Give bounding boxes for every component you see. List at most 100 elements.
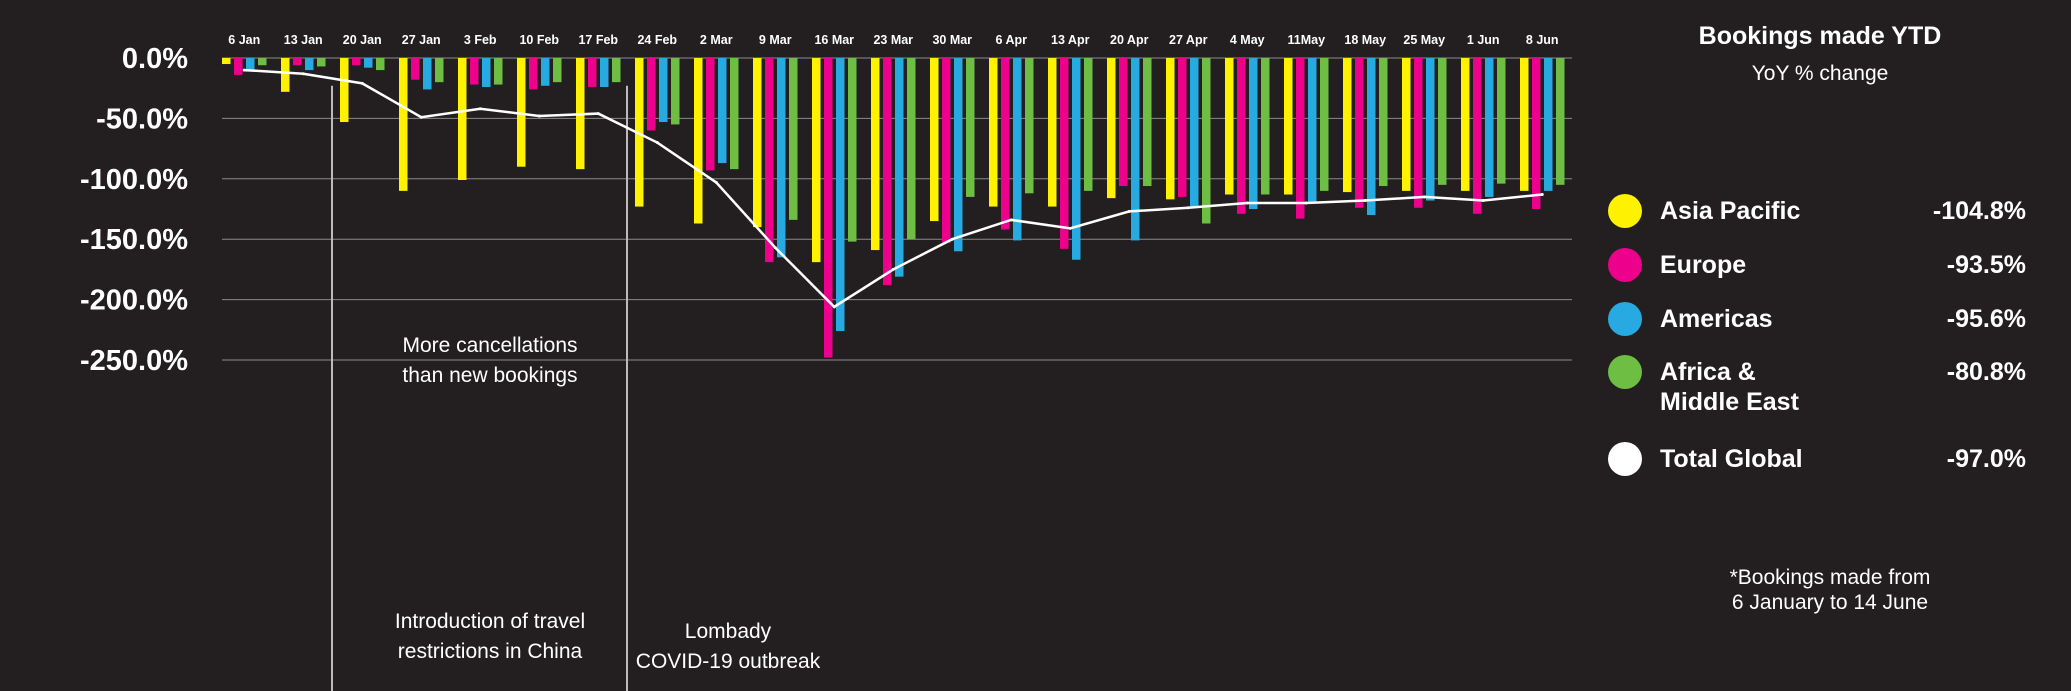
x-tick-label: 30 Mar: [932, 33, 972, 47]
line-point: [1068, 226, 1072, 230]
legend-value: -93.5%: [1946, 251, 2026, 279]
legend-swatch: [1608, 248, 1642, 282]
line-point: [1245, 201, 1249, 205]
x-tick-label: 6 Jan: [228, 33, 260, 47]
bar: [1355, 58, 1364, 208]
bar: [1072, 58, 1081, 260]
bar: [399, 58, 408, 191]
bar: [647, 58, 656, 131]
x-tick-label: 25 May: [1403, 33, 1445, 47]
bar: [588, 58, 597, 87]
line-point: [1363, 199, 1367, 203]
bar: [942, 58, 951, 243]
line-point: [832, 305, 836, 309]
bar: [281, 58, 290, 92]
annotation: Introduction of travel restrictions in Ch…: [395, 610, 585, 663]
line-point: [419, 115, 423, 119]
bar: [954, 58, 963, 252]
legend-value: -97.0%: [1946, 445, 2026, 473]
y-tick-label: -200.0%: [80, 285, 188, 317]
bar: [494, 58, 503, 85]
x-tick-label: 1 Jun: [1467, 33, 1500, 47]
x-tick-label: 3 Feb: [464, 33, 497, 47]
bar: [1249, 58, 1258, 209]
footnote: *Bookings made from 6 January to 14 June: [1729, 566, 1931, 614]
bar: [1048, 58, 1057, 207]
bar: [529, 58, 538, 90]
x-tick-label: 17 Feb: [578, 33, 618, 47]
bar: [895, 58, 904, 277]
line-point: [596, 112, 600, 116]
bar: [930, 58, 939, 222]
bar: [989, 58, 998, 207]
x-tick-label: 13 Jan: [284, 33, 323, 47]
legend-panel: Bookings made YTD YoY % change Asia Paci…: [1600, 0, 2050, 691]
bar: [1202, 58, 1211, 224]
x-tick-label: 24 Feb: [637, 33, 677, 47]
bar: [1119, 58, 1128, 187]
annotation: More cancellations than new bookings: [402, 334, 577, 387]
line-point: [1009, 218, 1013, 222]
bar: [1485, 58, 1494, 197]
bar: [1025, 58, 1034, 194]
bar: [1544, 58, 1553, 191]
chart-subtitle: YoY % change: [1751, 62, 1889, 85]
y-tick-label: 0.0%: [122, 43, 188, 75]
bar: [458, 58, 467, 181]
bar: [871, 58, 880, 251]
bar: [517, 58, 526, 167]
bar: [1237, 58, 1246, 214]
line-point: [1186, 206, 1190, 210]
bar: [1520, 58, 1529, 191]
x-tick-label: 20 Jan: [343, 33, 382, 47]
line-point: [773, 246, 777, 250]
bar: [246, 58, 255, 71]
legend-label: Total Global: [1660, 445, 1803, 473]
bar: [364, 58, 373, 68]
bar: [659, 58, 668, 123]
x-tick-label: 18 May: [1344, 33, 1386, 47]
bar: [222, 58, 231, 65]
bar: [671, 58, 680, 125]
bar: [340, 58, 349, 123]
bar: [1379, 58, 1388, 187]
line-point: [714, 180, 718, 184]
bar: [635, 58, 644, 207]
x-tick-label: 6 Apr: [996, 33, 1028, 47]
annotation: Lombady COVID-19 outbreak: [636, 620, 821, 673]
line-point: [301, 72, 305, 76]
bar: [482, 58, 491, 87]
x-tick-label: 4 May: [1230, 33, 1265, 47]
bar: [1556, 58, 1565, 185]
bar: [883, 58, 892, 286]
bar: [907, 58, 916, 240]
bar: [1261, 58, 1270, 195]
legend-label: Africa & Middle East: [1660, 358, 1799, 416]
bar: [1060, 58, 1069, 249]
bar: [730, 58, 739, 170]
bar: [234, 58, 243, 75]
y-tick-label: -100.0%: [80, 164, 188, 196]
x-tick-label: 27 Apr: [1169, 33, 1208, 47]
bar: [541, 58, 550, 86]
bar: [718, 58, 727, 164]
bar: [1461, 58, 1470, 191]
bar: [352, 58, 361, 66]
bar: [765, 58, 774, 263]
x-tick-label: 20 Apr: [1110, 33, 1149, 47]
bar: [1143, 58, 1152, 187]
x-tick-label: 16 Mar: [814, 33, 854, 47]
y-tick-label: -50.0%: [96, 103, 188, 135]
bar: [824, 58, 833, 358]
bar: [1308, 58, 1317, 203]
legend-swatch: [1608, 442, 1642, 476]
line-point: [1304, 201, 1308, 205]
bar: [1473, 58, 1482, 214]
bar: [1225, 58, 1234, 195]
bar: [600, 58, 609, 87]
line-point: [360, 81, 364, 85]
bar: [305, 58, 314, 71]
bar: [1367, 58, 1376, 216]
line-point: [242, 68, 246, 72]
